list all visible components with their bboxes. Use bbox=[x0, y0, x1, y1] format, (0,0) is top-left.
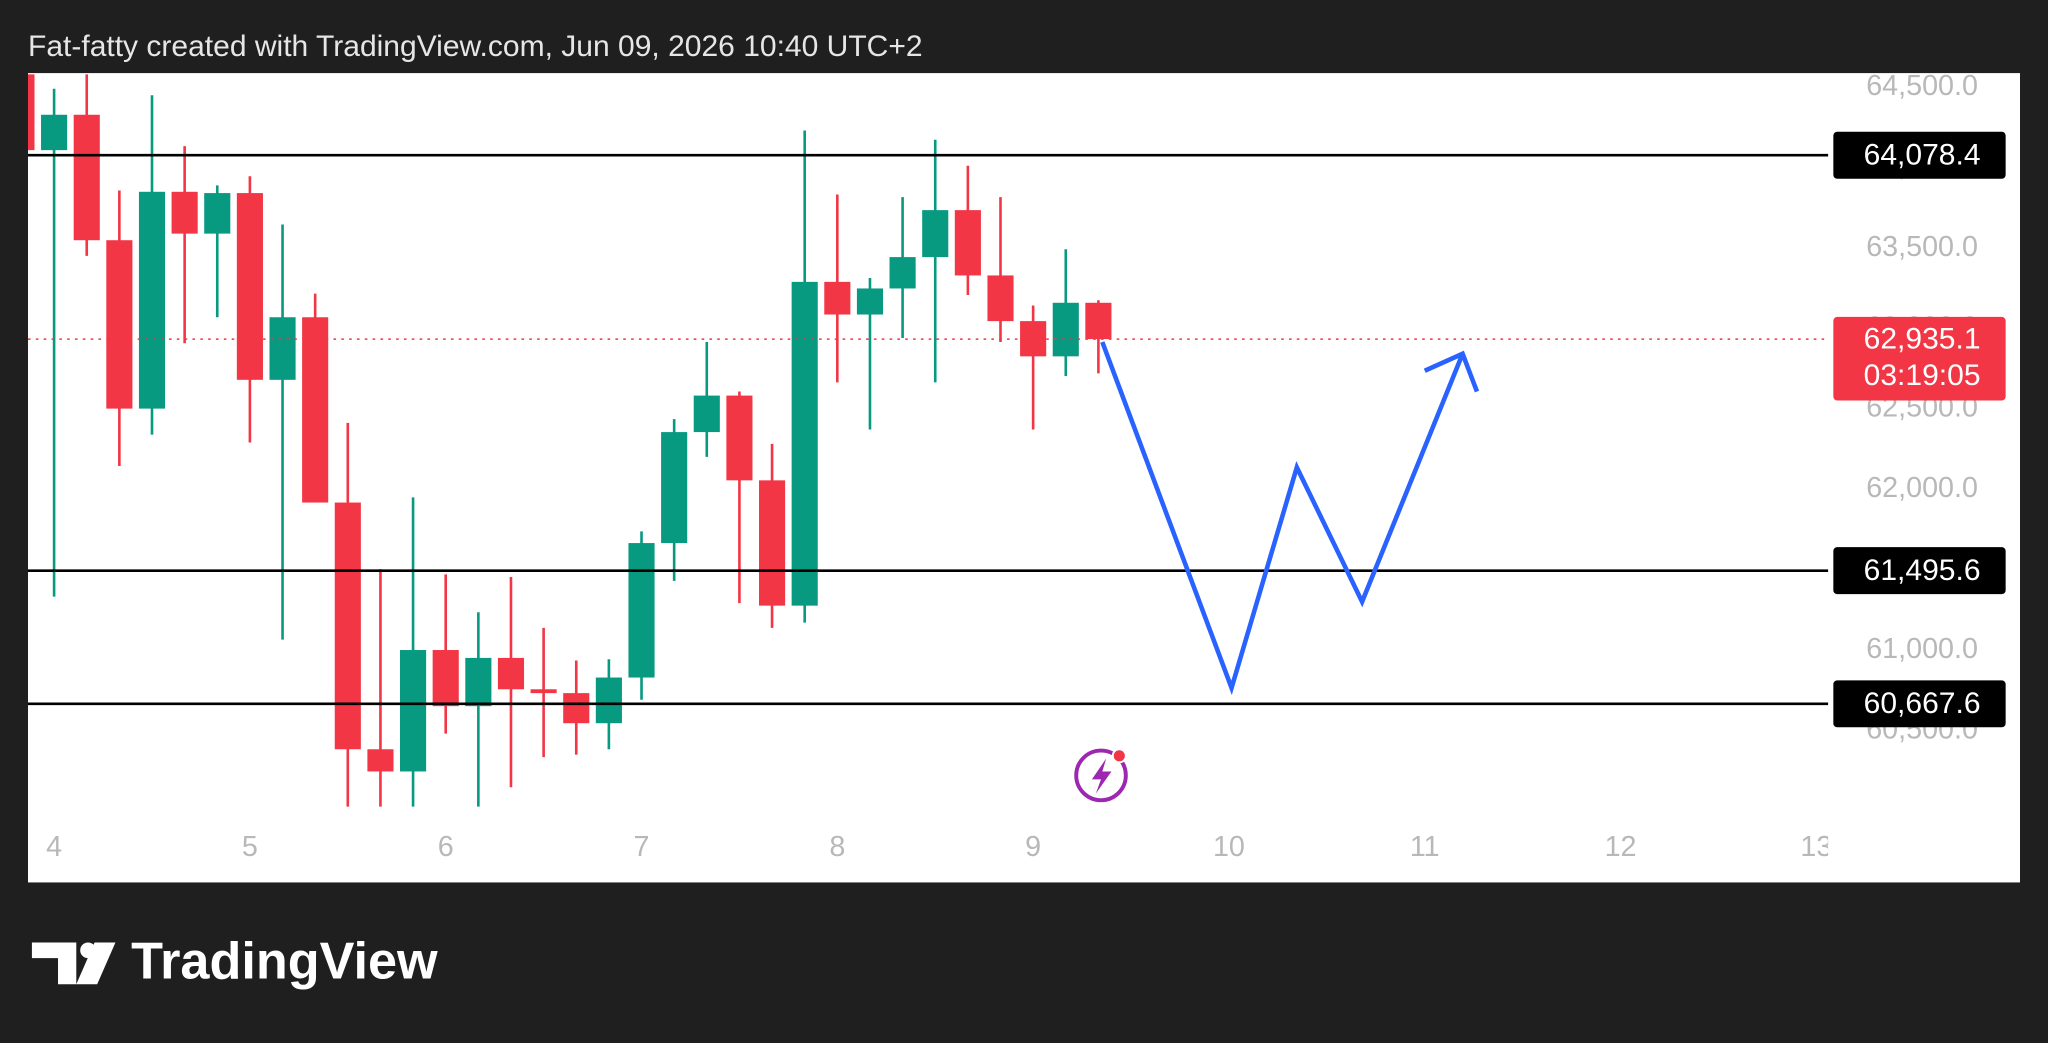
candle-body bbox=[171, 191, 198, 234]
candle-body bbox=[269, 317, 296, 380]
y-tick-label: 62,000.0 bbox=[1866, 472, 1978, 504]
y-tick-label: 64,500.0 bbox=[1866, 70, 1978, 102]
candle-body bbox=[236, 193, 263, 380]
candle-body bbox=[824, 281, 851, 315]
x-tick-label: 8 bbox=[829, 831, 845, 863]
event-icon-dot[interactable] bbox=[1111, 748, 1127, 764]
candle-body bbox=[367, 749, 394, 772]
candle-body bbox=[954, 210, 981, 276]
x-tick-label: 5 bbox=[242, 831, 258, 863]
candle-body bbox=[465, 657, 492, 707]
countdown-label: 03:19:05 bbox=[1864, 359, 1981, 392]
candle-body bbox=[726, 395, 753, 481]
x-tick-label: 12 bbox=[1605, 831, 1637, 863]
level-box bbox=[1833, 547, 2006, 595]
last-price-box bbox=[1833, 316, 2006, 401]
candle-body bbox=[302, 317, 329, 503]
y-tick-label: 61,000.0 bbox=[1866, 633, 1978, 665]
candle-body bbox=[432, 650, 459, 707]
level-box bbox=[1833, 131, 2006, 179]
level-label: 61,495.6 bbox=[1864, 554, 1981, 587]
candle-body bbox=[759, 480, 786, 606]
candle-body bbox=[400, 650, 427, 772]
candles bbox=[27, 74, 1112, 807]
candle-body bbox=[693, 395, 720, 433]
brand-name: TradingView bbox=[131, 932, 438, 990]
event-icon-bolt[interactable] bbox=[1091, 758, 1112, 794]
candle-body bbox=[1052, 302, 1079, 357]
x-tick-label: 11 bbox=[1410, 831, 1440, 863]
candle-body bbox=[497, 657, 525, 690]
candle-body bbox=[27, 74, 35, 151]
candle-body bbox=[856, 288, 884, 315]
candle-body bbox=[889, 257, 916, 289]
candle-body bbox=[106, 240, 133, 409]
brand-logo bbox=[31, 942, 116, 985]
candle-body bbox=[922, 210, 949, 258]
x-tick-label: 13 bbox=[1800, 831, 1832, 863]
overlays: 62,935.1 03:19:05 64,078.4 61,495.6 60,667.6 bbox=[27, 131, 2006, 728]
x-tick-label: 9 bbox=[1025, 831, 1041, 863]
x-tick-label: 6 bbox=[438, 831, 454, 863]
level-label: 64,078.4 bbox=[1864, 138, 1981, 171]
candle-body bbox=[334, 502, 361, 750]
chart-title: Fat-fatty created with TradingView.com, … bbox=[28, 30, 923, 63]
candle-body bbox=[1085, 302, 1112, 340]
candle-body bbox=[595, 677, 622, 724]
candle-body bbox=[73, 114, 100, 241]
projection-path bbox=[1100, 341, 1465, 696]
candle-body bbox=[661, 432, 688, 544]
candle-body bbox=[563, 693, 590, 724]
candle-body bbox=[628, 543, 655, 678]
projection-arrowhead bbox=[1423, 350, 1480, 393]
candle-body bbox=[530, 689, 557, 694]
level-label: 60,667.6 bbox=[1864, 687, 1981, 720]
candle-body bbox=[987, 275, 1014, 322]
candle-body bbox=[41, 114, 68, 151]
x-tick-label: 10 bbox=[1213, 831, 1245, 863]
event-icon[interactable] bbox=[1074, 748, 1128, 803]
x-tick-label: 7 bbox=[634, 831, 650, 863]
x-tick-label: 4 bbox=[46, 831, 62, 863]
logo-shape bbox=[76, 942, 116, 985]
last-price-label: 62,935.1 bbox=[1864, 322, 1981, 355]
candle-body bbox=[204, 193, 231, 234]
candle-body bbox=[138, 191, 166, 409]
level-box bbox=[1833, 680, 2006, 728]
logo-shape bbox=[31, 942, 77, 985]
candle-body bbox=[791, 281, 818, 606]
y-tick-label: 63,500.0 bbox=[1866, 231, 1978, 263]
